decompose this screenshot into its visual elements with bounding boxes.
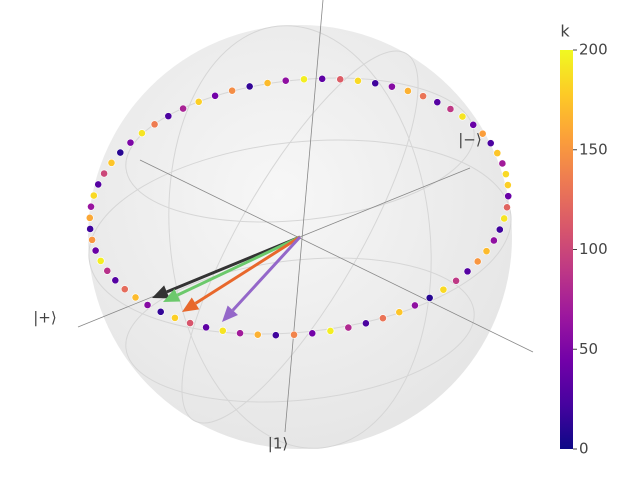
point <box>107 158 116 167</box>
point <box>482 247 491 256</box>
point <box>446 105 455 113</box>
point <box>86 225 95 233</box>
colorbar <box>560 50 573 449</box>
point <box>371 79 380 88</box>
point <box>486 139 495 148</box>
point <box>388 82 396 91</box>
point <box>463 267 472 276</box>
point <box>498 159 507 168</box>
point <box>100 169 109 178</box>
point <box>236 329 244 338</box>
point <box>111 276 120 285</box>
point <box>218 326 227 335</box>
point <box>300 75 308 84</box>
point <box>336 75 345 84</box>
point <box>501 170 510 179</box>
point <box>344 323 353 332</box>
point <box>150 120 159 129</box>
ring <box>85 74 513 340</box>
vector-head <box>182 297 200 312</box>
vector <box>176 235 301 297</box>
point <box>478 129 487 138</box>
axis-label: |1⟩ <box>268 435 288 453</box>
point <box>85 213 94 222</box>
point <box>503 181 512 189</box>
point <box>164 112 173 121</box>
point <box>194 97 203 106</box>
point <box>91 246 100 255</box>
colorbar-tick-label: 150 <box>579 140 608 158</box>
point <box>87 202 95 211</box>
point <box>228 86 237 95</box>
point <box>94 180 103 189</box>
point <box>503 203 511 212</box>
point <box>263 79 272 87</box>
point <box>138 129 146 138</box>
point <box>379 314 387 323</box>
point <box>433 98 442 107</box>
vector-head <box>152 285 170 299</box>
vector-head <box>163 288 181 302</box>
point <box>281 76 290 85</box>
point <box>202 323 210 332</box>
point <box>504 192 513 201</box>
point <box>495 225 504 234</box>
point <box>290 330 298 339</box>
point <box>88 235 97 244</box>
point <box>245 82 254 91</box>
point <box>186 319 194 327</box>
point <box>318 74 327 83</box>
sphere-grid <box>88 25 512 449</box>
point <box>469 120 478 129</box>
point <box>395 308 404 317</box>
vector <box>231 235 302 312</box>
point <box>171 313 179 322</box>
point <box>131 293 140 302</box>
point <box>500 214 509 223</box>
point <box>493 149 502 158</box>
point <box>96 256 105 265</box>
axis-label: |+⟩ <box>33 309 56 327</box>
point <box>354 76 362 85</box>
point <box>143 301 152 309</box>
point <box>439 285 448 294</box>
point <box>458 112 467 121</box>
vector-head <box>222 305 238 322</box>
point <box>411 301 419 310</box>
point <box>419 92 427 101</box>
point <box>452 276 460 285</box>
colorbar-tick-label: 50 <box>579 340 598 358</box>
colorbar-tick-label: 200 <box>579 41 608 59</box>
point <box>126 138 135 147</box>
point <box>361 319 370 328</box>
point <box>89 191 98 200</box>
point <box>156 307 165 316</box>
point <box>473 257 482 266</box>
point <box>489 236 498 245</box>
colorbar-tick-label: 100 <box>579 240 608 258</box>
point <box>271 331 280 340</box>
point <box>326 327 335 335</box>
point <box>253 330 262 339</box>
point <box>120 285 129 294</box>
point <box>211 91 219 100</box>
point <box>116 148 125 157</box>
point <box>404 87 412 95</box>
point <box>308 329 317 338</box>
vector <box>194 235 301 305</box>
colorbar-tick-label: 0 <box>579 440 589 458</box>
point <box>179 104 187 113</box>
axis-label: |−⟩ <box>458 131 481 149</box>
colorbar-title: k <box>560 22 570 41</box>
point <box>103 266 112 275</box>
point <box>425 293 434 302</box>
